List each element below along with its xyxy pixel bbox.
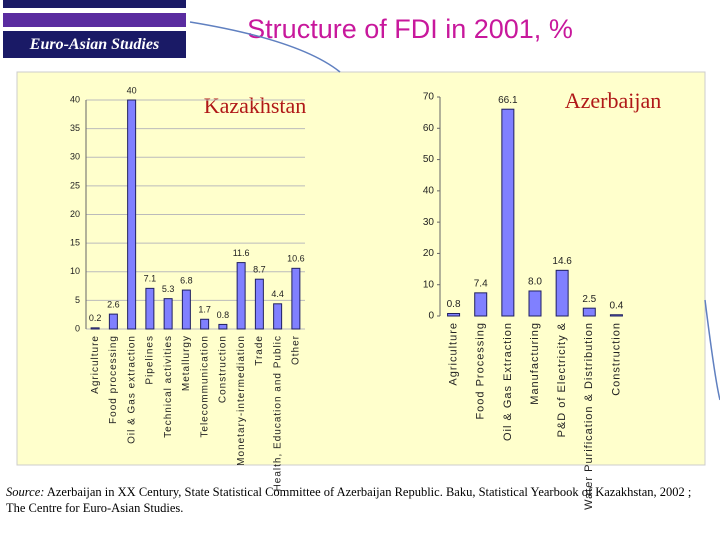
value-label: 0.8 — [447, 299, 461, 310]
value-label: 0.4 — [609, 300, 623, 311]
bar — [447, 312, 461, 317]
x-tick-label: Metallurgy — [181, 335, 192, 391]
x-tick-label: Oil & Gas extraction — [126, 335, 137, 444]
x-tick-label: Manufacturing — [529, 322, 541, 405]
logo-band — [3, 13, 186, 27]
x-tick-label: Trade — [254, 335, 265, 366]
bar — [291, 267, 301, 330]
bar — [108, 313, 118, 330]
y-tick-label: 40 — [70, 94, 80, 104]
decoration — [189, 21, 341, 73]
value-label: 14.6 — [552, 256, 572, 267]
logo: Euro-Asian Studies — [3, 31, 186, 58]
y-tick-label: 10 — [70, 266, 80, 276]
y-tick-label: 0 — [75, 323, 80, 333]
value-label: 40 — [127, 85, 137, 95]
value-label: 10.6 — [287, 254, 305, 264]
x-tick-label: Monetary-intermediation — [236, 335, 247, 466]
y-tick-label: 5 — [75, 295, 80, 305]
bar — [273, 303, 283, 330]
value-label: 8.7 — [253, 265, 266, 275]
chart-panel — [16, 71, 706, 466]
bar — [181, 289, 191, 330]
bar — [145, 287, 155, 330]
x-tick-label: Pipelines — [145, 335, 156, 385]
x-tick-label: Food Processing — [475, 322, 487, 420]
x-tick-label: Other — [291, 335, 302, 365]
bar — [200, 318, 210, 330]
value-label: 2.6 — [107, 299, 120, 309]
bar — [609, 314, 623, 317]
bar — [528, 290, 542, 317]
chart-title: Azerbaijan — [565, 88, 662, 113]
bar — [127, 99, 137, 330]
value-label: 7.1 — [144, 274, 157, 284]
chart-title: Kazakhstan — [204, 93, 307, 118]
x-tick-label: Agriculture — [90, 335, 101, 394]
y-tick-label: 25 — [70, 180, 80, 190]
x-tick-label: Water Purification & Distribution — [583, 322, 595, 510]
value-label: 11.6 — [233, 248, 250, 258]
bar — [218, 323, 228, 330]
y-tick-label: 60 — [423, 123, 435, 134]
y-tick-label: 20 — [423, 248, 435, 259]
bar — [474, 292, 488, 317]
x-tick-label: Construction — [218, 335, 229, 403]
x-tick-label: Oil & Gas Extraction — [502, 322, 514, 441]
y-tick-label: 0 — [428, 311, 434, 322]
slide-title: Structure of FDI in 2001, % — [247, 14, 573, 44]
value-label: 2.5 — [582, 294, 596, 305]
bar — [582, 307, 596, 317]
value-label: 1.7 — [198, 305, 211, 315]
x-tick-label: Telecommunication — [199, 335, 210, 438]
bar — [555, 269, 569, 317]
bar — [163, 298, 173, 330]
value-label: 0.8 — [217, 310, 230, 320]
y-tick-label: 40 — [423, 185, 435, 196]
value-label: 0.2 — [89, 313, 102, 323]
value-label: 4.4 — [271, 289, 284, 299]
x-tick-label: Health, Education and Public — [272, 335, 283, 491]
y-tick-label: 35 — [70, 123, 80, 133]
y-tick-label: 70 — [423, 92, 435, 103]
y-tick-label: 10 — [423, 279, 435, 290]
source: Source: Azerbaijan in XX Century, State … — [6, 484, 706, 516]
x-tick-label: Agriculture — [447, 322, 459, 386]
source-label: Source: — [6, 485, 45, 499]
y-tick-label: 30 — [423, 217, 435, 228]
value-label: 8.0 — [528, 277, 542, 288]
source-text: Azerbaijan in XX Century, State Statisti… — [6, 485, 692, 515]
x-tick-label: P&D of Electricity & — [556, 322, 568, 437]
y-tick-label: 20 — [70, 209, 80, 219]
value-label: 6.8 — [180, 275, 193, 285]
value-label: 7.4 — [474, 278, 488, 289]
y-tick-label: 30 — [70, 152, 80, 162]
bar — [254, 278, 264, 330]
y-tick-label: 50 — [423, 154, 435, 165]
value-label: 5.3 — [162, 284, 175, 294]
y-tick-label: 15 — [70, 238, 80, 248]
x-tick-label: Food processing — [108, 335, 119, 424]
logo-bar — [3, 0, 186, 8]
bar — [90, 327, 100, 330]
x-tick-label: Technical activities — [163, 335, 174, 438]
value-label: 66.1 — [498, 95, 518, 106]
decoration — [704, 299, 720, 401]
x-tick-label: Construction — [610, 322, 622, 396]
bar — [236, 262, 246, 330]
bar — [501, 108, 515, 317]
